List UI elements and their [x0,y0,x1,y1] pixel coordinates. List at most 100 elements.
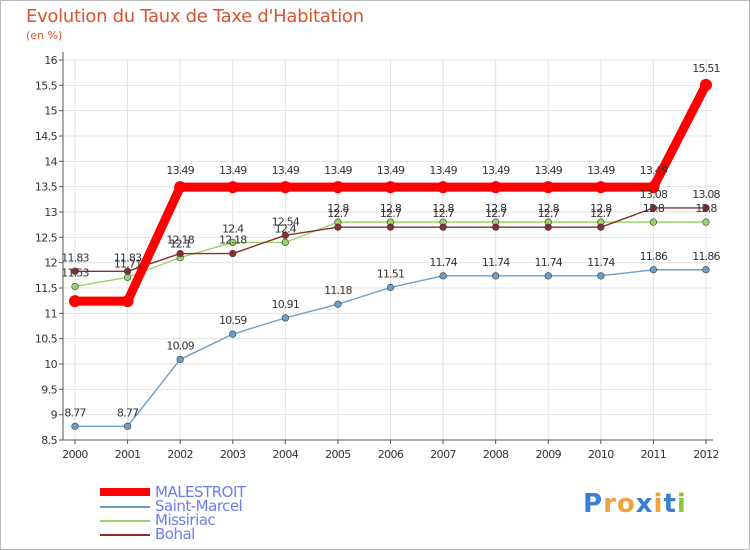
y-tick-label: 12.5 [35,231,58,244]
data-point-missiriac [702,218,710,226]
logo-letter: i [653,489,664,519]
x-tick-label: 2003 [220,448,246,461]
data-point-bohal [229,249,237,258]
data-point-malestroit [384,181,397,194]
data-label-missiriac: 11.53 [61,266,89,279]
data-label-saint-marcel: 11.18 [324,284,352,297]
chart-subtitle: (en %) [26,29,63,42]
data-label-malestroit: 13.49 [640,164,668,177]
data-point-bohal [71,267,79,275]
x-tick-label: 2000 [62,448,88,461]
data-point-bohal [597,223,605,231]
data-label-saint-marcel: 10.91 [272,298,300,311]
data-label-missiriac: 12.8 [695,202,717,215]
legend-swatch-malestroit [100,488,150,496]
data-label-bohal: 12.7 [327,207,349,220]
data-point-bohal [702,204,710,212]
y-tick-label: 11 [44,307,57,320]
data-label-saint-marcel: 11.86 [640,250,668,263]
data-point-saint-marcel [597,272,605,280]
x-tick-label: 2010 [588,448,614,461]
data-label-malestroit: 13.49 [324,164,352,177]
data-label-bohal: 12.7 [380,207,402,220]
y-tick-label: 10.5 [35,333,58,346]
data-label-malestroit: 13.49 [377,164,405,177]
data-point-saint-marcel [492,272,500,280]
legend-label-bohal: Bohal [155,525,195,543]
y-tick-label: 14.5 [35,130,58,143]
data-point-bohal [492,223,500,231]
x-tick-label: 2011 [641,448,667,461]
data-point-malestroit [437,181,450,194]
data-point-saint-marcel [229,330,237,338]
y-tick-label: 9 [51,409,58,422]
data-point-missiriac [71,282,79,291]
data-point-malestroit [69,295,81,308]
data-label-missiriac: 11.71 [114,257,142,270]
legend-label-saint-marcel: Saint-Marcel [155,497,243,515]
data-point-bohal [386,223,395,231]
data-point-missiriac [229,238,237,246]
x-tick-label: 2005 [325,448,351,461]
data-label-saint-marcel: 10.59 [219,314,247,327]
data-point-bohal [334,223,342,231]
data-label-bohal: 12.7 [432,207,454,220]
data-point-saint-marcel [123,422,132,430]
data-label-saint-marcel: 11.74 [535,256,563,269]
y-tick-label: 13 [44,206,57,219]
data-point-saint-marcel [386,283,395,292]
data-point-malestroit [331,181,344,194]
x-tick-label: 2006 [378,448,404,461]
x-tick-label: 2008 [483,448,509,461]
data-label-missiriac: 12.8 [327,202,349,215]
logo-letter: t [663,489,677,519]
data-point-bohal [123,267,132,275]
logo-letter: P [583,489,604,519]
data-point-bohal [176,249,184,258]
logo-letter: r [603,489,617,519]
data-point-missiriac [123,273,132,281]
data-point-saint-marcel [71,422,79,430]
data-label-bohal: 12.18 [219,234,247,247]
data-label-missiriac: 12.8 [538,202,560,215]
data-label-malestroit: 13.49 [587,164,615,177]
data-point-saint-marcel [281,314,289,322]
data-label-bohal: 12.7 [590,207,612,220]
data-label-malestroit: 13.49 [166,164,194,177]
data-label-saint-marcel: 10.09 [166,339,194,352]
data-point-saint-marcel [544,272,552,280]
axes: 8.5 9 9.5 10 10.5 11 11.5 12 12.5 13 13.5 14 14.5 15 1… [35,52,719,461]
grid [63,59,713,441]
data-point-bohal [281,231,289,239]
data-point-malestroit [121,295,134,308]
data-point-malestroit [279,181,292,194]
data-point-missiriac [281,238,289,246]
data-point-saint-marcel [176,355,184,364]
data-point-bohal [544,223,552,231]
x-tick-label: 2012 [693,448,719,461]
data-label-missiriac: 12.8 [432,202,454,215]
data-label-malestroit: 13.49 [219,164,247,177]
data-label-malestroit: 13.49 [535,164,563,177]
y-tick-label: 14 [44,155,57,168]
data-label-bohal: 12.54 [272,215,300,228]
y-tick-label: 9.5 [41,383,57,396]
data-label-missiriac: 12.8 [590,202,612,215]
data-point-missiriac [649,218,658,226]
y-tick-label: 13.5 [35,181,58,194]
data-point-malestroit [647,181,660,194]
data-label-bohal: 12.7 [485,207,507,220]
data-label-saint-marcel: 11.51 [377,267,405,280]
data-point-saint-marcel [649,266,658,274]
data-label-missiriac: 12.8 [380,202,402,215]
x-tick-label: 2009 [535,448,561,461]
legend-label-malestroit: MALESTROIT [155,483,246,501]
data-label-missiriac: 12.1 [170,238,191,251]
legend-swatch-saint-marcel [100,506,150,508]
data-point-malestroit [489,181,502,194]
y-tick-label: 16 [44,54,57,67]
data-point-saint-marcel [702,266,710,274]
y-tick-label: 8.5 [41,434,57,447]
data-label-missiriac: 12.4 [222,222,244,235]
